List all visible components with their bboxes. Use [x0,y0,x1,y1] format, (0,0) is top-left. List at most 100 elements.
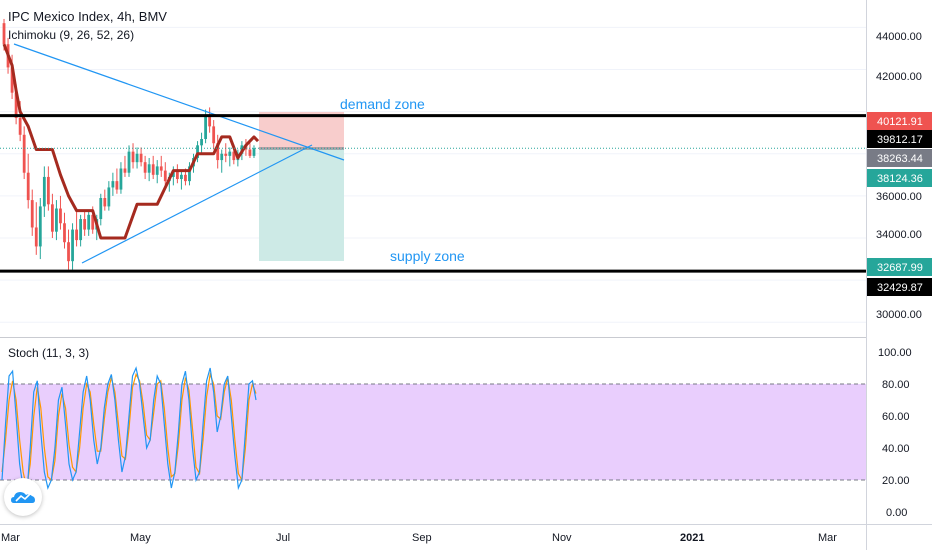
take-profit-zone [259,149,344,261]
candle-body [208,115,212,127]
candle-body [147,164,151,173]
candle-body [252,148,256,156]
candle-body [75,229,78,241]
candle-body [163,170,167,182]
tradingview-logo[interactable] [4,478,42,516]
candle-body [22,134,26,173]
candle-body [2,23,6,45]
time-tick-label: May [130,532,151,544]
stop-loss-zone [259,112,344,149]
candle-body [131,151,135,163]
price-label-text: 32687.99 [877,262,923,274]
candle-body [159,166,163,171]
candle-body [71,229,74,262]
price-label-box [867,149,932,167]
candle-body [42,176,46,207]
candle-body [196,145,199,158]
candle-body [212,126,216,144]
candle-body [46,176,50,205]
price-label-layer: 40121.91 39812.17 38263.44 38124.36 32687.99… [867,112,932,296]
stoch-tick-label: 20.00 [882,475,910,487]
stoch-tick-label: 40.00 [882,443,910,455]
candle-body [224,153,228,156]
candle-body [135,153,139,163]
candle-body [18,117,22,135]
candle-body [155,166,159,175]
candle-body [63,223,66,243]
stoch-k-line [1,366,257,497]
candle-body [184,174,187,182]
entry-line [259,147,344,150]
price-label-text: 38124.36 [877,173,923,185]
stoch-tick-label: 60.00 [882,411,910,423]
candle-body [180,174,183,180]
candle-body [38,206,42,247]
candle-body [119,168,123,190]
candle-body [127,151,131,173]
stoch-tick-label: 100.00 [878,347,912,359]
candle-body [79,219,83,241]
indicator-title[interactable]: Ichimoku (9, 26, 52, 26) [8,28,135,42]
candle-body [59,208,62,224]
trendline-layer [13,43,345,264]
demand-zone-label: demand zone [340,96,425,112]
time-tick-label: Nov [552,532,572,544]
price-label-box [867,112,932,130]
time-tick-label: Jul [276,532,290,544]
price-label-box [867,258,932,276]
price-label-box [867,130,932,148]
candle-body [248,149,252,156]
candle-body [50,204,54,232]
symbol-title[interactable]: IPC Mexico Index, 4h, BMV [8,9,167,24]
stoch-axis-layer: 100.00 80.00 60.00 40.00 20.00 0.00 [878,347,912,519]
candle-body [139,153,143,163]
candle-body [115,181,119,190]
ichimoku-base-line [2,43,260,240]
time-tick-label: Mar [1,532,20,544]
candle-body [143,162,147,173]
candle-body [34,227,38,247]
candle-body [30,200,34,228]
candle-body [83,219,87,230]
stoch-d-line [1,372,257,489]
stoch-layer [0,366,866,497]
price-label-box [867,169,932,187]
supply-zone-label: supply zone [390,248,465,264]
candle-body [111,181,115,188]
price-label-box [867,278,932,296]
candle-body [107,187,111,207]
descending-trendline [13,43,345,161]
candle-body [14,92,18,118]
price-tick-label: 44000.00 [876,31,922,43]
candle-body [103,197,107,207]
candle-body [67,242,70,262]
price-axis-layer: 44000.00 42000.00 36000.00 34000.00 3000… [876,31,922,321]
time-axis-layer: Mar May Jul Sep Nov 2021 Mar [1,532,837,544]
candle-body [91,214,95,230]
candle-body [10,67,14,93]
candle-body [220,153,224,161]
time-tick-label: 2021 [680,532,704,544]
time-tick-label: Sep [412,532,432,544]
stoch-band [0,384,866,480]
stoch-tick-label: 80.00 [882,379,910,391]
stoch-tick-label: 0.00 [886,507,907,519]
ichimoku-layer [2,43,260,240]
cloud-icon [11,492,35,503]
candle-body [228,151,232,156]
candle-body [123,168,127,173]
price-label-text: 32429.87 [877,282,923,294]
grid-layer [0,26,866,323]
chart-title-block: IPC Mexico Index, 4h, BMV Ichimoku (9, 2… [8,8,167,44]
ascending-trendline [81,144,313,264]
stoch-title[interactable]: Stoch (11, 3, 3) [8,346,90,360]
candle-body [175,170,179,180]
candle-body [200,139,203,146]
price-tick-label: 36000.00 [876,191,922,203]
candle-body [26,172,30,201]
price-label-text: 39812.17 [877,134,923,146]
candle-body [55,208,58,232]
candle-body [232,151,236,161]
